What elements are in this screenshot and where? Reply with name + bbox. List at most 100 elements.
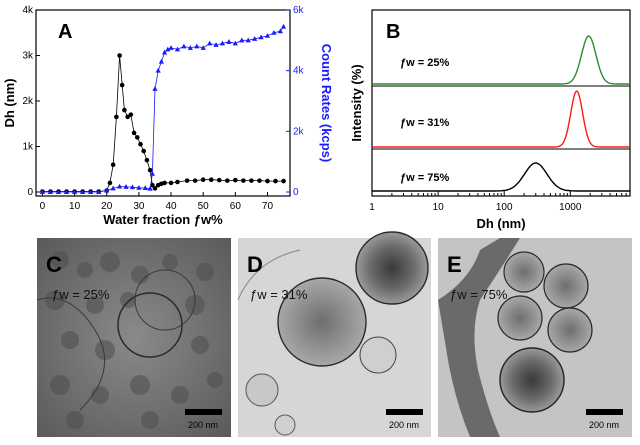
dh-point bbox=[150, 182, 155, 188]
panel-a-y-right-tick-label: 0 bbox=[293, 187, 299, 198]
panel-a-x-tick-label: 20 bbox=[101, 201, 113, 212]
size-distribution-curve bbox=[372, 35, 630, 85]
dh-point bbox=[216, 177, 222, 183]
panel-b: 1 10 100 1000 B ƒw = 25% ƒw = 31% ƒw = 75% … bbox=[349, 9, 631, 231]
count-rate-point bbox=[165, 46, 171, 52]
dh-point bbox=[131, 130, 137, 136]
count-rate-point bbox=[277, 28, 283, 34]
panel-b-label-25: ƒw = 25% bbox=[400, 57, 449, 69]
count-rate-point bbox=[110, 185, 116, 191]
tem-c-letter: C bbox=[46, 252, 62, 277]
dh-point bbox=[147, 167, 153, 173]
count-rate-point bbox=[194, 43, 200, 49]
panel-a-y-left-tick-label: 0 bbox=[27, 187, 33, 198]
count-rate-point bbox=[142, 185, 148, 191]
panel-a-xlabel: Water fraction ƒw% bbox=[103, 212, 223, 227]
tem-e-scale: 200 nm bbox=[589, 420, 619, 430]
panel-a-y-left-tick-label: 2k bbox=[22, 96, 34, 107]
dh-point bbox=[122, 107, 127, 113]
count-rate-point bbox=[232, 40, 238, 46]
count-rate-point bbox=[63, 189, 70, 194]
dh-point bbox=[192, 178, 198, 183]
panel-a-x-tick-label: 50 bbox=[198, 201, 210, 212]
count-rate-point bbox=[174, 46, 181, 52]
count-rate-point bbox=[123, 184, 129, 189]
count-rate-point bbox=[187, 45, 193, 50]
panel-b-ylabel: Intensity (%) bbox=[349, 64, 364, 141]
count-rate-point bbox=[239, 37, 245, 43]
panel-a-x-ticks: 0 10 20 30 40 50 60 70 bbox=[40, 192, 274, 212]
dh-point bbox=[141, 148, 147, 154]
count-rate-point bbox=[271, 29, 277, 35]
count-rate-point bbox=[168, 45, 174, 50]
count-rate-point bbox=[252, 36, 258, 41]
panel-a-y-left-tick-label: 3k bbox=[22, 51, 34, 62]
panel-a-x-tick-label: 60 bbox=[230, 201, 242, 212]
count-rate-point bbox=[39, 189, 46, 194]
tem-e-letter: E bbox=[447, 252, 462, 277]
dh-point bbox=[265, 178, 270, 184]
count-rate-point bbox=[155, 67, 161, 73]
dh-point bbox=[168, 180, 174, 186]
count-rate-point bbox=[280, 23, 287, 29]
panel-b-x-tick-label: 1000 bbox=[559, 202, 582, 213]
count-rate-point bbox=[207, 40, 213, 46]
panel-a: 0 10 20 30 40 50 60 70 0 1k 2k 3k 4k 0 2k 4k 6k A Wate… bbox=[2, 5, 334, 227]
count-rate-point bbox=[245, 37, 251, 43]
count-rate-point bbox=[129, 184, 136, 190]
dh-point bbox=[138, 141, 143, 147]
dh-point bbox=[257, 178, 262, 183]
count-rate-point bbox=[258, 34, 264, 40]
count-rate-point bbox=[80, 189, 86, 194]
panel-b-x-tick-label: 10 bbox=[433, 202, 445, 213]
scale-bar-e bbox=[586, 409, 623, 415]
count-rate-point bbox=[226, 39, 232, 44]
dh-point bbox=[281, 178, 286, 184]
count-rate-point bbox=[152, 86, 158, 91]
size-distribution-curve bbox=[372, 90, 630, 148]
dh-point bbox=[152, 186, 158, 191]
count-rate-point bbox=[55, 189, 62, 194]
panel-b-label-31: ƒw = 31% bbox=[400, 117, 449, 129]
tem-image-d: D ƒw = 31% 200 nm bbox=[237, 231, 431, 437]
dh-point bbox=[208, 177, 214, 183]
panel-a-x-tick-label: 30 bbox=[133, 201, 145, 212]
panel-a-x-tick-label: 0 bbox=[40, 201, 46, 212]
dh-point bbox=[117, 53, 122, 58]
count-rate-point bbox=[136, 184, 142, 190]
dh-point bbox=[128, 112, 134, 117]
panel-b-x-ticks: 1 10 100 1000 bbox=[369, 191, 631, 213]
panel-a-x-tick-label: 70 bbox=[262, 201, 274, 212]
dh-point bbox=[144, 157, 150, 163]
panel-b-x-tick-label: 1 bbox=[369, 202, 375, 213]
panel-b-curves bbox=[372, 35, 630, 192]
tem-c-scale: 200 nm bbox=[188, 420, 218, 430]
size-distribution-curve bbox=[372, 162, 630, 192]
panel-a-y-left-tick-label: 4k bbox=[22, 5, 34, 16]
panel-a-y-right-tick-label: 2k bbox=[293, 126, 305, 137]
tem-e-label: ƒw = 75% bbox=[450, 287, 508, 302]
panel-a-letter: A bbox=[58, 21, 72, 43]
dh-point bbox=[225, 178, 230, 183]
tem-d-scale: 200 nm bbox=[389, 420, 419, 430]
dh-point bbox=[162, 180, 167, 186]
count-rate-point bbox=[162, 49, 168, 55]
panel-a-ylabel-left: Dh (nm) bbox=[2, 78, 17, 127]
tem-image-e: E ƒw = 75% 200 nm bbox=[438, 238, 632, 437]
panel-b-letter: B bbox=[386, 21, 400, 43]
panel-a-series bbox=[39, 23, 287, 194]
dh-point bbox=[114, 114, 119, 120]
count-rate-point bbox=[96, 189, 102, 194]
dh-point bbox=[107, 180, 113, 186]
dh-point bbox=[273, 178, 278, 184]
dh-point bbox=[134, 135, 140, 140]
panel-b-label-75: ƒw = 75% bbox=[400, 172, 449, 184]
tem-d-letter: D bbox=[247, 252, 263, 277]
count-rate-point bbox=[181, 43, 187, 49]
dh-point bbox=[119, 82, 125, 88]
panel-a-x-tick-label: 40 bbox=[165, 201, 177, 212]
count-rate-series-line bbox=[42, 26, 284, 193]
dh-point bbox=[175, 179, 180, 185]
count-rate-point bbox=[200, 45, 206, 50]
